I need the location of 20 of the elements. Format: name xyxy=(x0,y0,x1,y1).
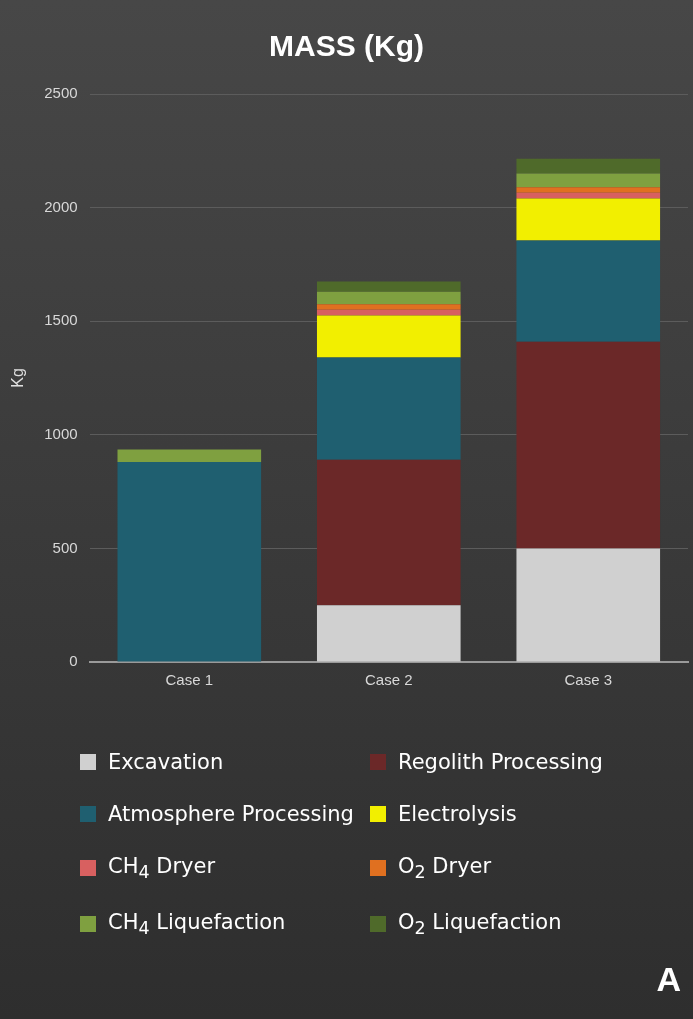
legend-label: O$_{2}$ Dryer xyxy=(398,854,492,883)
x-tick-label: Case 3 xyxy=(564,671,613,689)
y-axis-title: Kg xyxy=(9,368,27,388)
y-tick-label: 2500 xyxy=(44,84,78,102)
legend-label: Regolith Processing xyxy=(398,750,603,774)
legend-label: O$_{2}$ Liquefaction xyxy=(398,910,562,939)
text: A xyxy=(656,960,681,999)
y-tick-label: 1500 xyxy=(44,311,78,329)
legend-label: Atmosphere Processing xyxy=(108,802,354,826)
y-tick-label: 0 xyxy=(69,652,78,670)
x-tick-label: Case 1 xyxy=(165,671,214,689)
y-tick-label: 500 xyxy=(52,538,78,556)
legend-label: CH$_{4}$ Liquefaction xyxy=(108,910,286,939)
legend-label: Excavation xyxy=(108,750,224,774)
legend-label: CH$_{4}$ Dryer xyxy=(108,854,216,883)
chart-title: MASS (Kg) xyxy=(269,29,424,63)
y-tick-label: 2000 xyxy=(44,197,78,215)
legend-label: Electrolysis xyxy=(398,802,517,826)
y-tick-label: 1000 xyxy=(44,424,78,442)
x-tick-label: Case 2 xyxy=(365,671,413,689)
